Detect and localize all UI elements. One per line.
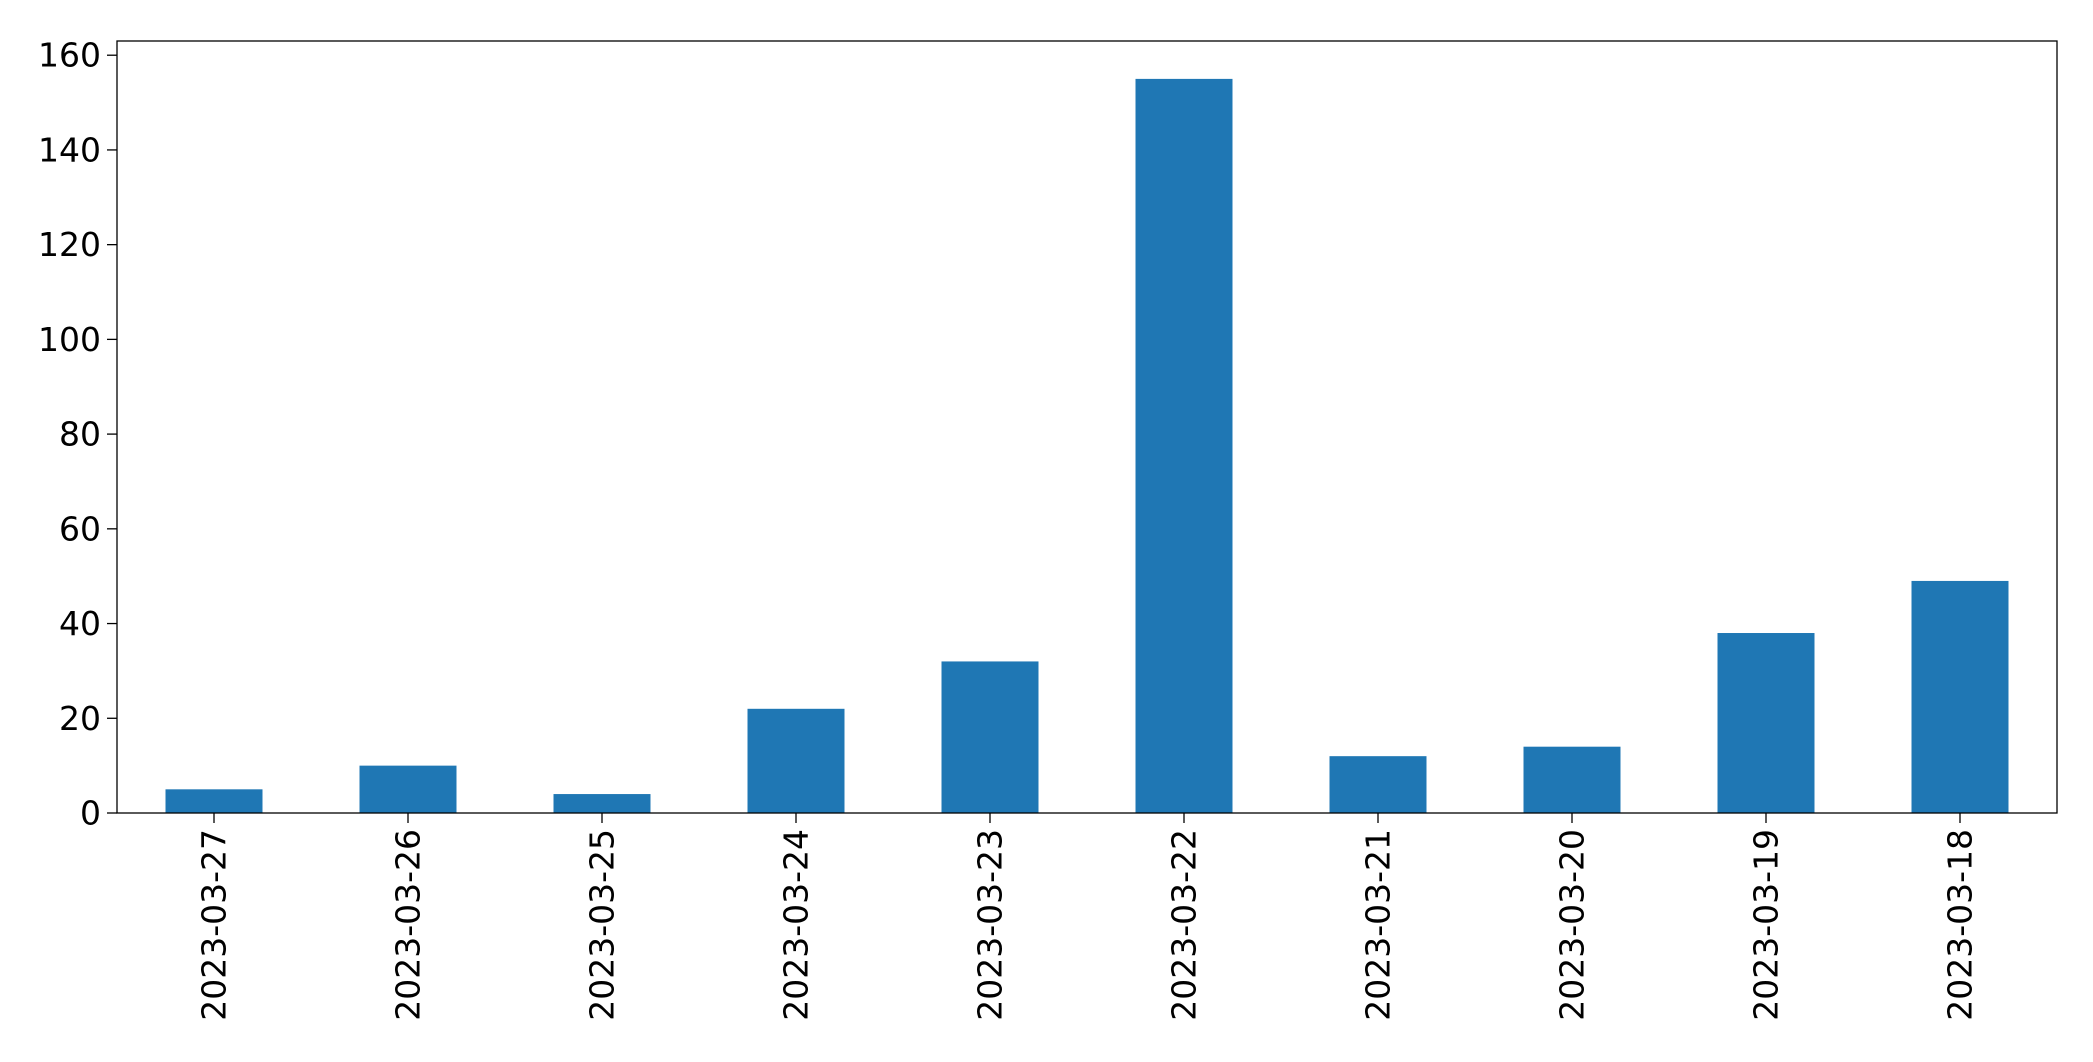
x-tick-label: 2023-03-18 <box>1941 829 1980 1021</box>
x-tick-label: 2023-03-22 <box>1165 829 1204 1021</box>
x-tick-label: 2023-03-24 <box>777 829 816 1021</box>
bar-2023-03-21 <box>1329 756 1427 813</box>
x-tick-label: 2023-03-19 <box>1747 829 1786 1021</box>
y-tick-label: 80 <box>59 415 101 454</box>
bar-2023-03-20 <box>1523 746 1621 813</box>
bars-group <box>165 78 2009 813</box>
bar-2023-03-26 <box>359 765 457 813</box>
plot-frame <box>116 40 2058 814</box>
x-tick-label: 2023-03-20 <box>1553 829 1592 1021</box>
x-tick-label: 2023-03-27 <box>195 829 234 1021</box>
x-tick-label: 2023-03-23 <box>971 829 1010 1021</box>
y-tick-label: 100 <box>38 320 101 359</box>
y-tick-label: 20 <box>59 699 101 738</box>
y-axis: 0 20 40 60 80 100 120 140 160 <box>38 36 117 833</box>
bar-2023-03-22 <box>1135 78 1233 813</box>
y-tick-label: 140 <box>38 130 101 169</box>
bar-2023-03-24 <box>747 708 845 813</box>
y-tick-label: 160 <box>38 36 101 75</box>
y-tick-label: 40 <box>59 604 101 643</box>
x-tick-label: 2023-03-25 <box>583 829 622 1021</box>
x-axis: 2023-03-27 2023-03-26 2023-03-25 2023-03-24… <box>195 813 1980 1021</box>
x-tick-label: 2023-03-21 <box>1359 829 1398 1021</box>
y-tick-label: 120 <box>38 225 101 264</box>
y-tick-label: 60 <box>59 509 101 548</box>
bar-2023-03-19 <box>1717 633 1815 813</box>
bar-2023-03-18 <box>1911 580 2009 813</box>
bar-2023-03-23 <box>941 661 1039 813</box>
y-tick-label: 0 <box>80 794 101 833</box>
bar-2023-03-27 <box>165 789 263 813</box>
x-tick-label: 2023-03-26 <box>389 829 428 1021</box>
bar-2023-03-25 <box>553 794 651 813</box>
